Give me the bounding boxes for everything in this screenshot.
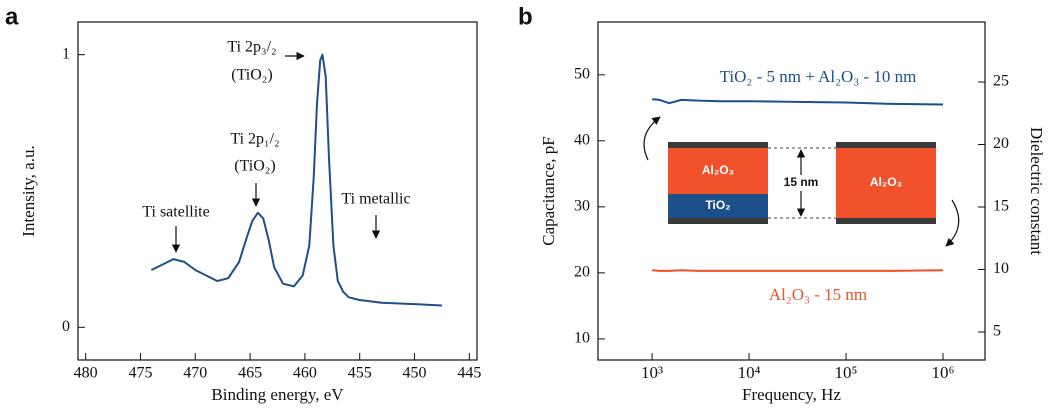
curved-arrow xyxy=(945,199,960,247)
y-tick-label: 0 xyxy=(62,318,70,335)
x-tick-label: 445 xyxy=(457,365,481,382)
inset-label: Al₂O₃ xyxy=(702,163,734,177)
panel-label: b xyxy=(518,3,533,30)
series-label: Al₂O₃ - 15 nm xyxy=(769,285,867,304)
series-line xyxy=(652,269,944,272)
plot-frame xyxy=(77,21,478,361)
y-tick-label: 30 xyxy=(574,198,590,215)
annotation: (TiO₂) xyxy=(231,67,272,84)
annotation: Ti 2p₃/₂ xyxy=(227,39,276,56)
y-axis-label: Intensity, a.u. xyxy=(19,145,38,236)
x-tick-label: 10⁶ xyxy=(932,363,955,382)
y-axis-label: Capacitance, pF xyxy=(539,136,558,246)
electrode xyxy=(836,218,936,224)
x-tick-label: 450 xyxy=(403,365,427,382)
inset-label: Al₂O₃ xyxy=(870,175,902,189)
annotation: Ti metallic xyxy=(341,191,410,208)
x-tick-label: 460 xyxy=(293,365,317,382)
series-label: TiO₂ - 5 nm + Al₂O₃ - 10 nm xyxy=(720,67,917,86)
al2o3-layer xyxy=(836,148,936,218)
x-axis-label: Frequency, Hz xyxy=(742,385,841,404)
curved-arrow xyxy=(643,116,661,161)
x-tick-label: 10⁴ xyxy=(738,363,761,382)
y-tick-label: 10 xyxy=(574,330,590,347)
annotation: Ti satellite xyxy=(142,204,209,221)
panel-label: a xyxy=(5,3,19,30)
x-tick-label: 455 xyxy=(348,365,372,382)
annotation: (TiO₂) xyxy=(234,158,275,175)
al2o3-layer xyxy=(668,148,768,194)
x-axis-label: Binding energy, eV xyxy=(211,385,344,404)
y2-tick-label: 25 xyxy=(993,73,1009,90)
series-line xyxy=(652,98,944,106)
tio2-layer xyxy=(668,194,768,218)
electrode xyxy=(668,142,768,148)
y-tick-label: 50 xyxy=(574,65,590,82)
x-tick-label: 465 xyxy=(238,365,262,382)
x-tick-label: 10³ xyxy=(641,363,663,382)
plot-frame xyxy=(597,21,986,361)
y-tick-label: 40 xyxy=(574,132,590,149)
y2-axis-label: Dielectric constant xyxy=(1027,127,1046,255)
inset-label: 15 nm xyxy=(784,175,819,189)
y2-tick-label: 20 xyxy=(993,135,1009,152)
electrode xyxy=(668,218,768,224)
label-bg xyxy=(780,175,822,191)
spectrum-line xyxy=(150,53,442,307)
y2-tick-label: 15 xyxy=(993,198,1009,215)
x-tick-label: 10⁵ xyxy=(835,363,858,382)
x-tick-label: 480 xyxy=(74,365,98,382)
inset-label: TiO₂ xyxy=(705,198,730,212)
x-tick-label: 470 xyxy=(183,365,207,382)
y-tick-label: 1 xyxy=(62,45,70,62)
electrode xyxy=(836,142,936,148)
y-tick-label: 20 xyxy=(574,264,590,281)
y2-tick-label: 10 xyxy=(993,260,1009,277)
annotation: Ti 2p₁/₂ xyxy=(230,131,279,148)
y2-tick-label: 5 xyxy=(993,323,1001,340)
x-tick-label: 475 xyxy=(128,365,152,382)
